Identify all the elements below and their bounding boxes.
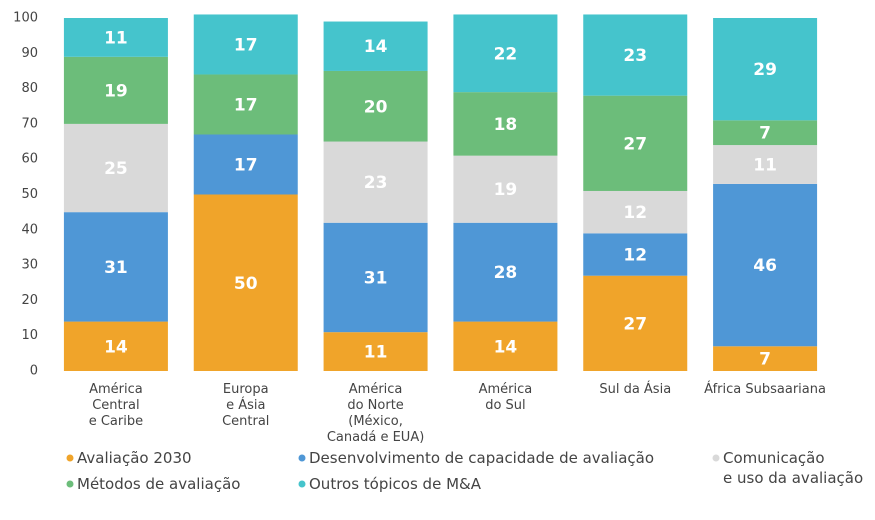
bar-segment [63,56,168,124]
value-label: 12 [623,203,647,223]
bar-segment [323,21,428,71]
legend-marker [66,480,74,488]
bar-segment [193,134,298,195]
bar-segment [713,346,818,371]
bar-segment [453,14,558,93]
x-tick-label: América do Sul [479,382,533,413]
bar-segment [323,222,428,333]
legend-label: Comunicação e uso da avaliação [723,449,863,487]
value-label: 17 [234,35,258,55]
bar-segment [63,321,168,371]
legend-label: Outros tópicos de M&A [309,475,482,493]
bar-segment [323,141,428,223]
value-label: 22 [494,44,518,64]
bar-segment [323,332,428,371]
legend-label: Avaliação 2030 [77,449,192,467]
bar-segment [193,194,298,371]
value-label: 27 [623,314,647,334]
value-label: 7 [759,350,771,370]
bar-segment [713,183,818,347]
y-tick-label: 80 [21,81,38,96]
y-tick-label: 50 [21,187,38,202]
bar-segment [453,155,558,223]
y-tick-label: 10 [21,328,38,343]
legend-marker [712,454,720,462]
x-tick-label: Sul da Ásia [599,381,671,397]
value-label: 23 [623,46,647,66]
y-tick-label: 100 [13,11,38,26]
bar-segment [713,18,818,121]
value-label: 11 [364,343,388,363]
legend-label: Métodos de avaliação [77,475,240,493]
value-label: 14 [364,37,388,57]
x-tick-label: América do Norte (México, Canadá e EUA) [327,382,424,445]
bar-segment [63,123,168,213]
bar-segment [713,145,818,184]
y-tick-label: 60 [21,152,38,167]
bar-segment [583,190,688,234]
y-tick-label: 20 [21,293,38,308]
bar-segment [63,212,168,322]
y-tick-label: 40 [21,222,38,237]
legend-marker [298,480,306,488]
value-label: 11 [104,28,128,48]
bar-segment [453,321,558,371]
value-label: 11 [753,155,777,175]
x-tick-label: América Central e Caribe [89,382,143,429]
y-tick-label: 0 [30,364,38,379]
bar-segment [453,222,558,322]
value-label: 12 [623,246,647,266]
value-label: 7 [759,124,771,144]
value-label: 31 [364,268,388,288]
value-label: 20 [364,97,388,117]
value-label: 19 [494,180,518,200]
bar-segment [323,70,428,142]
legend-label: Desenvolvimento de capacidade de avaliaç… [309,449,654,467]
y-tick-label: 30 [21,258,38,273]
value-label: 50 [234,274,258,294]
x-tick-label: Europa e Ásia Central [222,382,269,429]
value-label: 17 [234,155,258,175]
value-label: 14 [104,337,128,357]
value-label: 14 [494,337,518,357]
value-label: 46 [753,256,777,276]
bar-segment [583,95,688,191]
legend-marker [66,454,74,462]
value-label: 25 [104,159,128,179]
value-label: 18 [494,115,518,135]
value-label: 31 [104,258,128,278]
y-tick-label: 90 [21,46,38,61]
value-label: 23 [364,173,388,193]
value-label: 19 [104,81,128,101]
bar-segment [63,18,168,57]
legend-marker [298,454,306,462]
x-tick-label: África Subsaariana [704,381,826,397]
value-label: 29 [753,60,777,80]
bar-segment [453,92,558,156]
bar-segment [583,233,688,276]
bar-segment [583,14,688,96]
value-label: 17 [234,95,258,115]
value-label: 28 [494,263,518,283]
bar-segment [193,14,298,75]
y-tick-label: 70 [21,116,38,131]
value-label: 27 [623,134,647,154]
bar-segment [193,74,298,135]
bar-segment [583,275,688,371]
bar-segment [713,120,818,146]
